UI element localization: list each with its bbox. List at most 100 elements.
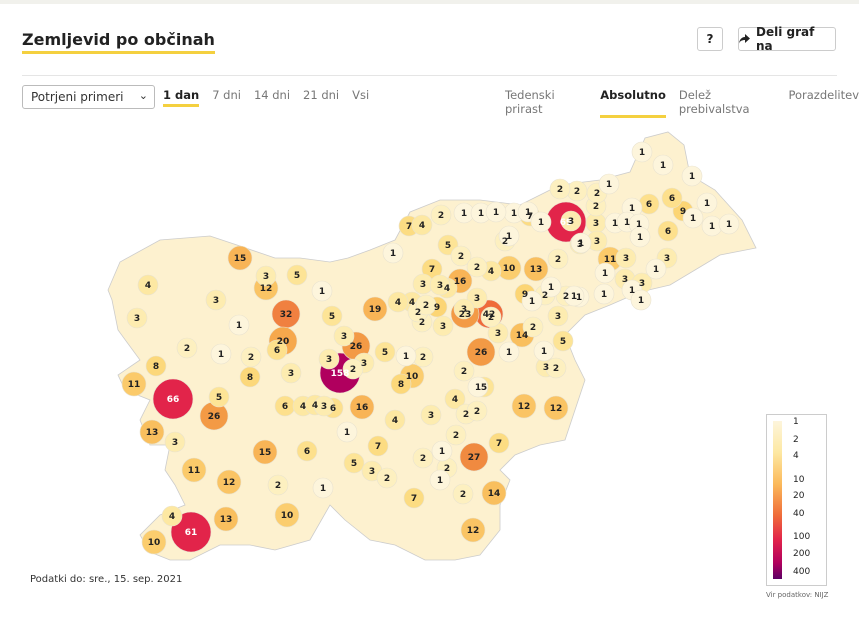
municipality-region[interactable]	[533, 340, 555, 362]
municipality-region[interactable]	[466, 337, 496, 367]
municipality-region[interactable]	[216, 469, 242, 495]
municipality-region[interactable]	[367, 435, 389, 457]
municipality-region[interactable]	[412, 447, 434, 469]
tab-1-dan[interactable]: 1 dan	[163, 88, 200, 107]
municipality-region[interactable]	[570, 232, 592, 254]
municipality-region[interactable]	[682, 207, 704, 229]
tab-porazdelitev[interactable]: Porazdelitev	[788, 88, 859, 102]
municipality-region[interactable]	[615, 247, 637, 269]
municipality-region[interactable]	[645, 258, 667, 280]
tab-delez-prebivalstva[interactable]: Delež prebivalstva	[678, 88, 750, 116]
municipality-region[interactable]	[390, 373, 412, 395]
municipality-region[interactable]	[374, 341, 396, 363]
municipality-region[interactable]	[145, 355, 167, 377]
municipality-region[interactable]	[387, 291, 409, 313]
municipality-region[interactable]	[376, 467, 398, 489]
municipality-region[interactable]	[530, 211, 552, 233]
municipality-region[interactable]	[631, 141, 653, 163]
tab-21-dni[interactable]: 21 dni	[303, 88, 340, 102]
municipality-region[interactable]	[466, 256, 488, 278]
municipality-region[interactable]	[395, 345, 417, 367]
municipality-region[interactable]	[547, 248, 569, 270]
municipality-region[interactable]	[415, 294, 437, 316]
municipality-region[interactable]	[311, 280, 333, 302]
municipality-region[interactable]	[121, 371, 147, 397]
municipality-region[interactable]	[552, 330, 574, 352]
municipality-region[interactable]	[467, 376, 489, 398]
municipality-region[interactable]	[485, 201, 507, 223]
municipality-region[interactable]	[384, 409, 406, 431]
municipality-region[interactable]	[296, 440, 318, 462]
municipality-region[interactable]	[594, 262, 616, 284]
municipality-region[interactable]	[445, 424, 467, 446]
municipality-region[interactable]	[444, 388, 466, 410]
municipality-region[interactable]	[333, 325, 355, 347]
municipality-region[interactable]	[267, 474, 289, 496]
municipality-region[interactable]	[141, 529, 167, 555]
municipality-region[interactable]	[523, 256, 549, 282]
municipality-region[interactable]	[227, 245, 253, 271]
municipality-region[interactable]	[545, 357, 567, 379]
municipality-region[interactable]	[164, 431, 186, 453]
municipality-region[interactable]	[343, 452, 365, 474]
municipality-region[interactable]	[452, 483, 474, 505]
municipality-region[interactable]	[266, 339, 288, 361]
municipality-region[interactable]	[431, 440, 453, 462]
municipality-region[interactable]	[411, 214, 433, 236]
municipality-region[interactable]	[382, 242, 404, 264]
municipality-region[interactable]	[652, 154, 674, 176]
municipality-region[interactable]	[429, 274, 451, 296]
tab-vsi[interactable]: Vsi	[352, 88, 370, 102]
municipality-region[interactable]	[313, 395, 335, 417]
municipality-region[interactable]	[560, 210, 582, 232]
municipality-region[interactable]	[511, 393, 537, 419]
municipality-region[interactable]	[481, 480, 507, 506]
municipality-region[interactable]	[453, 298, 475, 320]
municipality-region[interactable]	[453, 360, 475, 382]
municipality-region[interactable]	[342, 358, 364, 380]
municipality-region[interactable]	[522, 316, 544, 338]
municipality-region[interactable]	[430, 204, 452, 226]
municipality-region[interactable]	[549, 178, 571, 200]
municipality-region[interactable]	[521, 290, 543, 312]
municipality-region[interactable]	[547, 305, 569, 327]
municipality-region[interactable]	[629, 226, 651, 248]
municipality-region[interactable]	[349, 394, 375, 420]
municipality-region[interactable]	[598, 173, 620, 195]
tab-14-dni[interactable]: 14 dni	[253, 88, 291, 102]
municipality-region[interactable]	[255, 265, 277, 287]
municipality-region[interactable]	[152, 378, 194, 420]
municipality-region[interactable]	[318, 348, 340, 370]
municipality-region[interactable]	[321, 305, 343, 327]
tab-absolutno[interactable]: Absolutno	[600, 88, 666, 118]
municipality-region[interactable]	[450, 245, 472, 267]
municipality-region[interactable]	[540, 276, 562, 298]
municipality-region[interactable]	[252, 439, 278, 465]
municipality-region[interactable]	[543, 395, 569, 421]
municipality-region[interactable]	[280, 362, 302, 384]
municipality-region[interactable]	[630, 289, 652, 311]
help-button[interactable]: ?	[697, 27, 723, 51]
municipality-region[interactable]	[208, 386, 230, 408]
municipality-region[interactable]	[718, 213, 740, 235]
municipality-region[interactable]	[240, 346, 262, 368]
municipality-region[interactable]	[312, 477, 334, 499]
municipality-region[interactable]	[274, 502, 300, 528]
municipality-region[interactable]	[593, 283, 615, 305]
municipality-region[interactable]	[459, 442, 489, 472]
municipality-region[interactable]	[161, 505, 183, 527]
share-button[interactable]: Deli graf na	[738, 25, 836, 53]
municipality-region[interactable]	[563, 285, 585, 307]
municipality-region[interactable]	[429, 469, 451, 491]
dataset-select[interactable]: Potrjeni primeri ⌄	[22, 85, 155, 109]
tab-tedenski-prirast[interactable]: Tedenski prirast	[505, 88, 555, 116]
municipality-region[interactable]	[126, 307, 148, 329]
municipality-region[interactable]	[205, 289, 227, 311]
tab-7-dni[interactable]: 7 dni	[212, 88, 241, 102]
municipality-region[interactable]	[228, 314, 250, 336]
municipality-region[interactable]	[661, 187, 683, 209]
municipality-region[interactable]	[488, 432, 510, 454]
municipality-region[interactable]	[362, 296, 388, 322]
municipality-region[interactable]	[657, 220, 679, 242]
